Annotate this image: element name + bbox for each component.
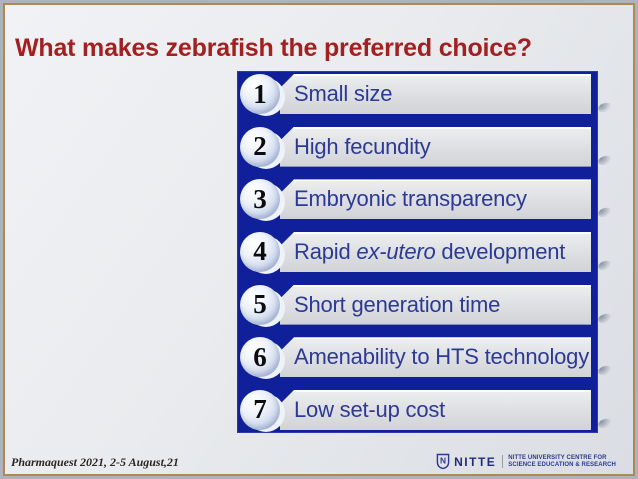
list-item-label: Small size [294, 81, 393, 106]
shield-letter: N [440, 456, 446, 466]
list-item-bar-bg [280, 337, 591, 378]
list-item: 1 Small size [238, 74, 614, 116]
list-item-label: Embryonic transparency [294, 186, 527, 212]
nitte-logo: N NITTE NITTE UNIVERSITY CENTRE FOR SCIE… [436, 453, 616, 470]
number-badge-wrap: 4 [238, 231, 285, 274]
item-number: 1 [253, 78, 267, 109]
list-item: 7 Low set-up cost [238, 389, 614, 432]
list-item-bar-bg [280, 284, 591, 325]
logo-divider [502, 455, 504, 468]
logo-subtitle: NITTE UNIVERSITY CENTRE FOR SCIENCE EDUC… [508, 455, 616, 469]
number-badge-wrap: 1 [238, 74, 285, 116]
number-badge-wrap: 7 [238, 389, 285, 432]
list-item-bar: Rapid ex-utero development [280, 231, 591, 272]
list-item-label: Rapid ex-utero development [294, 238, 566, 264]
item-number: 5 [253, 289, 267, 320]
item-number: 6 [253, 341, 267, 372]
logo-subtitle-line2: SCIENCE EDUCATION & RESEARCH [508, 461, 616, 468]
number-badge-wrap: 3 [238, 179, 285, 222]
list-item-bar: High fecundity [280, 126, 591, 167]
number-badge: 4 [240, 231, 280, 272]
list-item: 4 Rapid ex-utero development [238, 231, 614, 274]
list-item-bar-bg [280, 74, 591, 114]
number-badge: 1 [240, 74, 280, 114]
number-badge: 5 [240, 284, 280, 325]
number-badge: 2 [240, 126, 280, 167]
list-item-label: Amenability to HTS technology [294, 344, 590, 370]
slide-title: What makes zebrafish the preferred choic… [15, 33, 532, 62]
number-badge: 3 [240, 179, 280, 220]
zebrafish-advantages-panel: 1 Small size 2 High fecundity 3 Embryoni… [237, 71, 614, 433]
footer-credit: Pharmaquest 2021, 2-5 August,21 [11, 455, 179, 469]
list-item: 6 Amenability to HTS technology [238, 337, 614, 380]
list-item-label: High fecundity [294, 133, 431, 159]
list-item: 2 High fecundity [238, 126, 614, 169]
list-item-bar: Low set-up cost [280, 389, 591, 430]
list-item-label: Short generation time [294, 291, 501, 317]
number-badge-wrap: 6 [238, 337, 285, 380]
list-item-bar-bg [280, 231, 591, 272]
list-item-bar: Small size [280, 74, 591, 114]
item-number: 7 [253, 394, 267, 425]
list-item: 5 Short generation time [238, 284, 614, 327]
nitte-brand-text: NITTE [454, 454, 497, 469]
list-item: 3 Embryonic transparency [238, 179, 614, 222]
item-number: 3 [253, 183, 267, 214]
logo-subtitle-line1: NITTE UNIVERSITY CENTRE FOR [508, 454, 607, 461]
list-item-bar: Embryonic transparency [280, 179, 591, 220]
list-item-bar-bg [280, 126, 591, 167]
number-badge-wrap: 5 [238, 284, 285, 327]
item-number: 2 [253, 131, 267, 162]
nitte-shield-icon: N [436, 453, 450, 470]
item-number: 4 [253, 236, 267, 267]
list-item-bar-bg [280, 389, 591, 430]
list-item-bar-bg [280, 179, 591, 220]
number-badge: 6 [240, 337, 280, 378]
number-badge-wrap: 2 [238, 126, 285, 169]
list-item-bar: Short generation time [280, 284, 591, 325]
number-badge: 7 [240, 389, 280, 430]
list-item-bar: Amenability to HTS technology [280, 337, 591, 378]
list-item-label: Low set-up cost [294, 396, 446, 422]
